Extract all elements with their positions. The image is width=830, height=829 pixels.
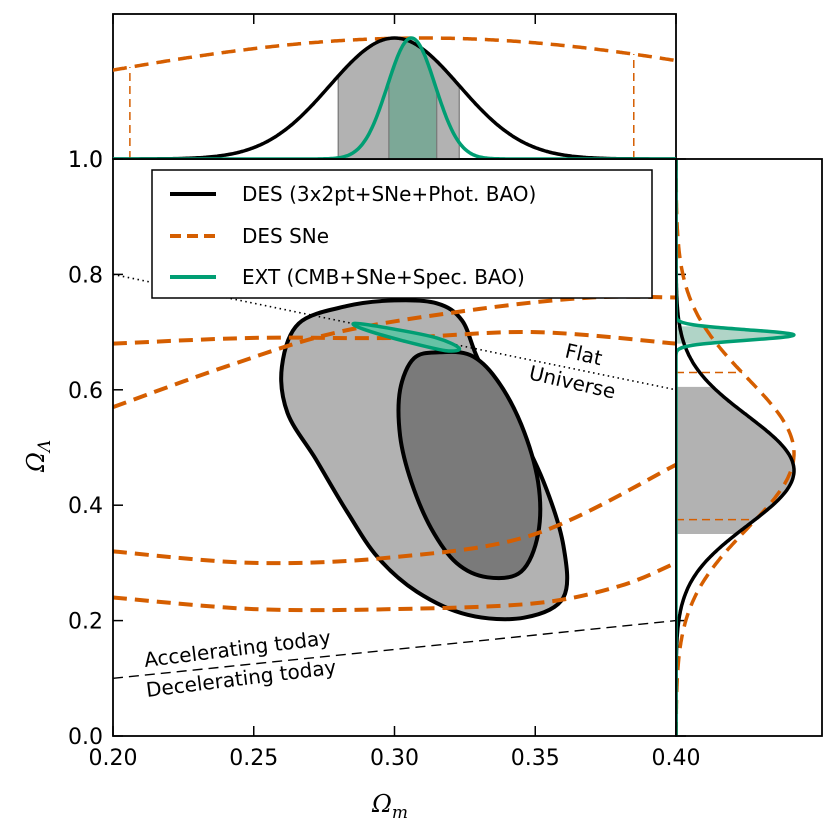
des-sne-outer-lower-contour xyxy=(113,561,676,613)
x-axis-title-sub: m xyxy=(392,803,408,823)
legend-label-des-sne: DES SNe xyxy=(242,224,329,248)
flat-label-line2: Universe xyxy=(527,360,618,403)
x-tick-label: 0.40 xyxy=(652,746,701,771)
des-sne-inner-upper-contour xyxy=(113,329,676,346)
x-tick-label: 0.20 xyxy=(89,746,138,771)
acceleration-line xyxy=(113,619,676,679)
x-axis-title-main: Ω xyxy=(371,790,392,818)
main-panel: 0.20 0.25 0.30 0.35 0.40 0.0 0.2 0.4 0.6 0.8 1.0 xyxy=(68,14,700,771)
top-curves xyxy=(113,36,676,159)
right-marginal-panel xyxy=(675,158,823,737)
top-ext-68-band xyxy=(388,38,437,159)
top-marginal-panel: 1.0 xyxy=(68,13,677,173)
x-axis-title: Ωm xyxy=(371,790,408,823)
y-tick-label: 0.6 xyxy=(68,379,103,404)
x-tick-label: 0.35 xyxy=(511,746,560,771)
x-tick-label: 0.25 xyxy=(229,746,278,771)
legend-label-des: DES (3x2pt+SNe+Phot. BAO) xyxy=(242,182,536,206)
flat-label-line1: Flat xyxy=(563,338,605,370)
des-inner-contour xyxy=(396,349,543,581)
y-tick-label: 0.2 xyxy=(68,610,103,635)
y-tick-label: 0.4 xyxy=(68,494,103,519)
y-axis-title: ΩΛ xyxy=(22,440,55,473)
y-tick-label: 1.0 xyxy=(68,148,103,173)
des-sne-inner-lower-contour xyxy=(113,463,676,566)
top-panel-tick-label: 1.0 xyxy=(68,148,103,173)
legend-box xyxy=(151,169,653,299)
right-panel-frame xyxy=(675,158,823,737)
legend-label-ext: EXT (CMB+SNe+Spec. BAO) xyxy=(242,265,525,289)
top-des-sne-curve xyxy=(113,36,676,72)
y-axis-title-sub: Λ xyxy=(35,440,55,454)
top-des-curve xyxy=(113,36,676,159)
y-tick-label: 0.0 xyxy=(68,725,103,750)
y-axis-title-main: Ω xyxy=(22,452,50,473)
top-ext-curve xyxy=(113,36,676,159)
right-des-sne-curve xyxy=(676,159,796,736)
ext-contour xyxy=(351,321,462,353)
x-tick-label: 0.30 xyxy=(370,746,419,771)
y-tick-label: 0.8 xyxy=(68,263,103,288)
right-des-68-band xyxy=(676,386,794,535)
legend: DES (3x2pt+SNe+Phot. BAO) DES SNe EXT (C… xyxy=(151,169,653,299)
